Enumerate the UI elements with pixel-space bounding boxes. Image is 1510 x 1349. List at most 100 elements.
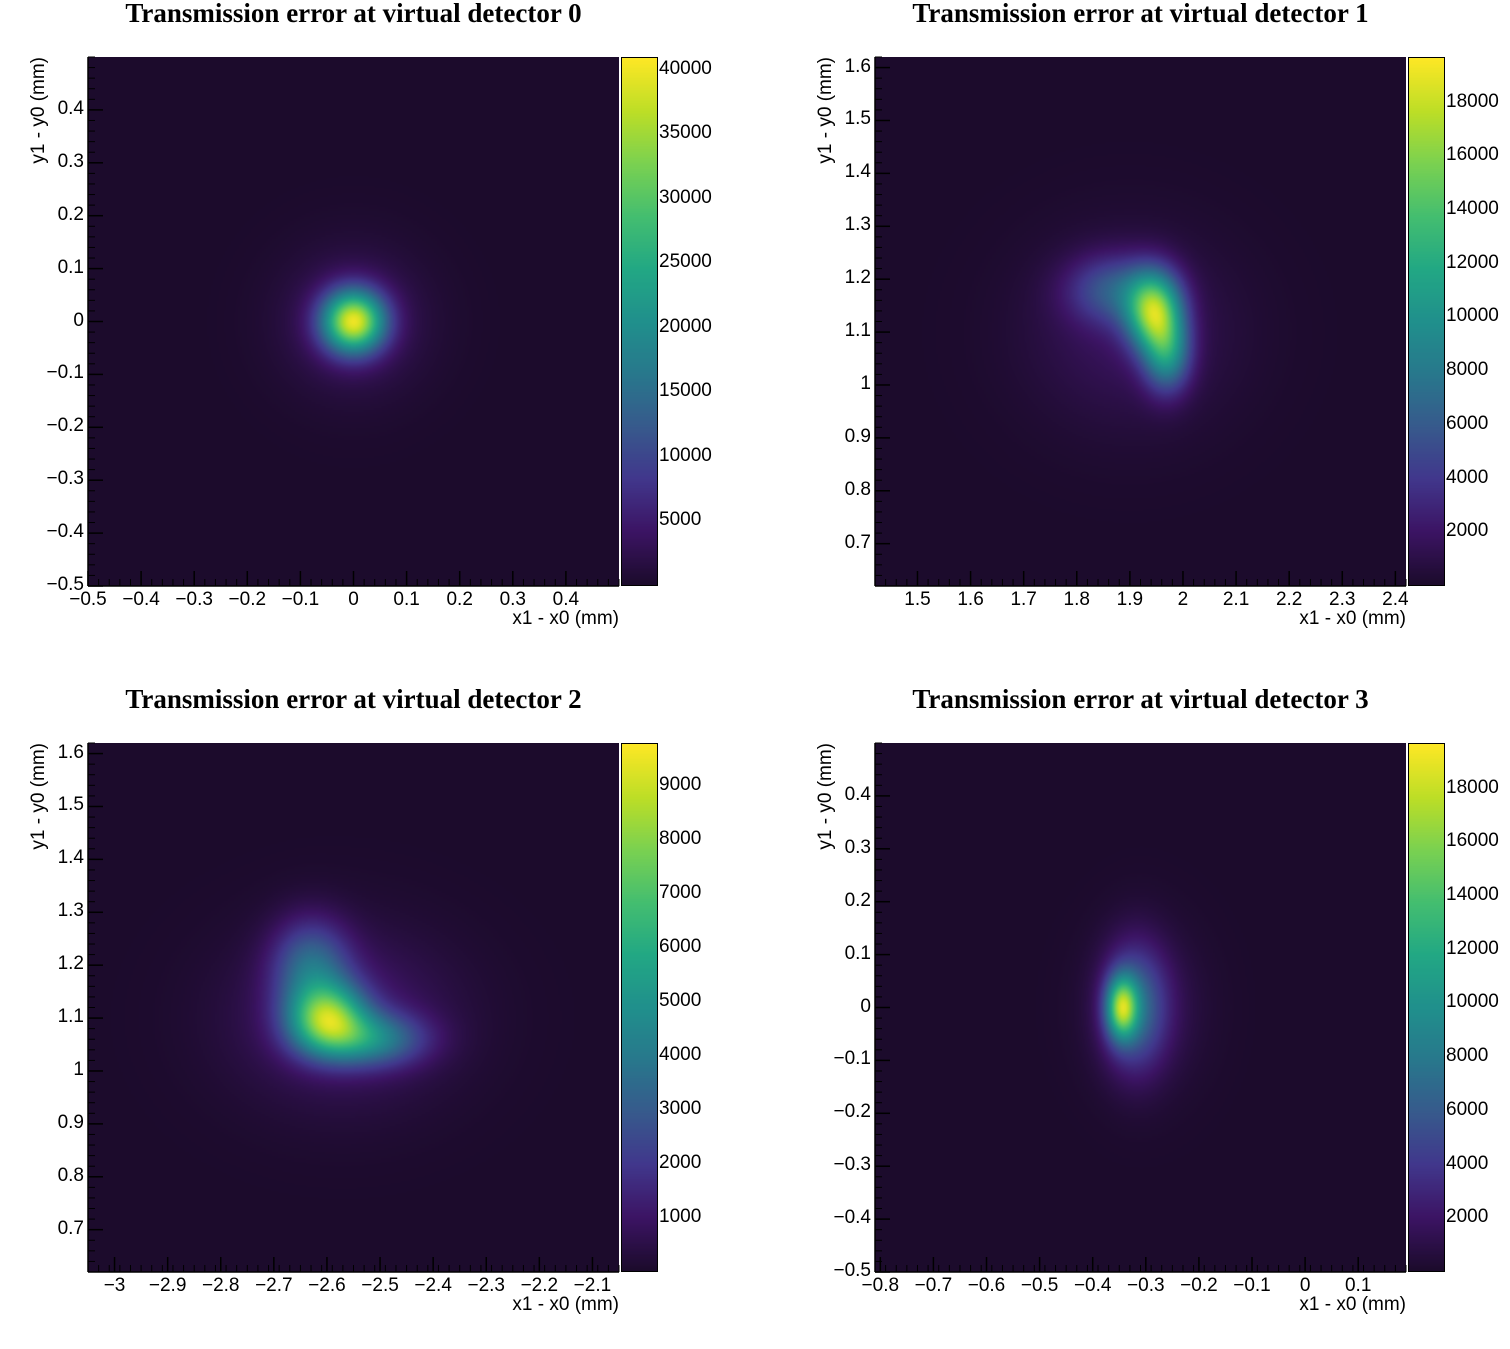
x-axis-title: x1 - x0 (mm) [1299, 608, 1406, 629]
y-tick-label: −0.4 [46, 521, 84, 543]
y-tick-label: −0.1 [46, 362, 84, 384]
heatmap-image [88, 57, 619, 586]
x-tick-label: 0 [1299, 1275, 1311, 1296]
heatmap-image [875, 743, 1406, 1272]
plot-area [88, 743, 619, 1272]
x-tick-label: −0.3 [1127, 1275, 1165, 1296]
y-tick-label: 1.6 [57, 741, 84, 763]
y-tick-label: 1 [73, 1058, 84, 1080]
y-tick-label: −0.4 [833, 1207, 871, 1229]
x-tick-label: −0.2 [228, 589, 267, 610]
x-tick-label: 1.5 [904, 589, 931, 610]
y-axis-title: y1 - y0 (mm) [815, 743, 836, 850]
x-tick-label: −0.4 [122, 589, 160, 610]
colorbar-tick-label: 25000 [659, 251, 712, 273]
color-bar [621, 743, 658, 1272]
colorbar-tick-label: 16000 [1446, 144, 1499, 166]
colorbar-tick-label: 14000 [1446, 884, 1499, 906]
y-tick-label: −0.1 [833, 1048, 871, 1070]
colorbar-tick-label: 9000 [659, 774, 702, 796]
heatmap-image [875, 57, 1406, 586]
y-axis-title: y1 - y0 (mm) [28, 57, 49, 164]
colorbar-tick-label: 6000 [1446, 1098, 1489, 1120]
x-tick-label: 0.1 [1344, 1275, 1372, 1296]
x-tick-label: 0.2 [446, 589, 473, 610]
chart-title: Transmission error at virtual detector 0 [125, 0, 582, 28]
color-bar [1408, 57, 1445, 586]
y-tick-label: 1.5 [844, 108, 871, 130]
x-axis-title: x1 - x0 (mm) [1299, 1294, 1406, 1315]
plot-area [875, 57, 1406, 586]
x-tick-label: 2.1 [1222, 589, 1250, 610]
y-tick-label: 1.1 [844, 320, 871, 342]
colorbar-tick-label: 35000 [659, 122, 712, 144]
y-tick-label: 1.4 [844, 161, 871, 183]
x-tick-label: 1.9 [1116, 589, 1144, 610]
x-tick-label: 0.3 [499, 589, 527, 610]
chart-title: Transmission error at virtual detector 3 [912, 684, 1369, 714]
x-tick-label: 0.4 [552, 589, 580, 610]
x-tick-label: −0.5 [69, 589, 107, 610]
colorbar-tick-label: 1000 [659, 1206, 702, 1228]
colorbar-tick-label: 2000 [659, 1152, 702, 1174]
y-tick-label: 0.7 [844, 531, 871, 553]
y-tick-label: −0.2 [46, 415, 84, 437]
colorbar-tick-label: 10000 [1446, 305, 1499, 327]
colorbar-tick-label: 40000 [659, 57, 712, 79]
y-tick-label: 0.4 [844, 783, 871, 805]
colorbar-tick-label: 12000 [1446, 937, 1499, 959]
y-tick-label: 1.1 [57, 1006, 84, 1028]
x-tick-label: 2 [1177, 589, 1189, 610]
y-tick-label: 0.3 [57, 150, 84, 172]
x-tick-label: −2.4 [414, 1275, 452, 1296]
x-tick-label: −3 [103, 1275, 126, 1296]
x-tick-label: −0.6 [967, 1275, 1006, 1296]
colorbar-tick-label: 30000 [659, 186, 712, 208]
y-tick-label: 0.4 [57, 97, 84, 119]
color-bar [1408, 743, 1445, 1272]
y-tick-label: 1.2 [844, 267, 871, 289]
y-tick-label: 1 [860, 372, 871, 394]
y-tick-label: −0.3 [833, 1154, 871, 1176]
heatmap-panel-2: Transmission error at virtual detector 2… [0, 684, 755, 1349]
x-tick-label: −2.9 [148, 1275, 187, 1296]
plot-area [875, 743, 1406, 1272]
y-tick-label: 0.3 [844, 836, 871, 858]
x-tick-label: −2.8 [201, 1275, 240, 1296]
x-tick-label: −0.7 [914, 1275, 953, 1296]
y-tick-label: 0.8 [57, 1164, 84, 1186]
colorbar-tick-label: 15000 [659, 380, 712, 402]
y-tick-label: 0.8 [844, 478, 871, 500]
heatmap-panel-3: Transmission error at virtual detector 3… [787, 684, 1510, 1349]
colorbar-tick-label: 2000 [1446, 1206, 1489, 1228]
y-tick-label: −0.2 [833, 1101, 871, 1123]
x-tick-label: −0.5 [1020, 1275, 1059, 1296]
x-tick-label: 0 [348, 589, 359, 610]
y-tick-label: 0.1 [57, 256, 84, 278]
color-bar [621, 57, 658, 586]
colorbar-tick-label: 10000 [1446, 991, 1499, 1013]
y-tick-label: −0.5 [46, 574, 84, 595]
colorbar-tick-label: 14000 [1446, 198, 1499, 220]
x-tick-label: −0.1 [1233, 1275, 1271, 1296]
colorbar-tick-label: 12000 [1446, 251, 1499, 273]
colorbar-tick-label: 4000 [1446, 1152, 1489, 1174]
x-tick-label: −0.8 [861, 1275, 900, 1296]
colorbar-tick-label: 16000 [1446, 830, 1499, 852]
colorbar-tick-label: 8000 [659, 828, 702, 850]
x-axis-title: x1 - x0 (mm) [512, 608, 619, 629]
x-tick-label: −0.2 [1180, 1275, 1218, 1296]
heatmap-image [88, 743, 619, 1272]
colorbar-tick-label: 3000 [659, 1098, 702, 1120]
x-tick-label: 0.1 [393, 589, 420, 610]
y-tick-label: 0.9 [844, 425, 871, 447]
x-tick-label: −2.7 [255, 1275, 293, 1296]
y-tick-label: −0.5 [833, 1260, 871, 1281]
y-tick-label: 1.3 [57, 900, 84, 922]
colorbar-tick-label: 4000 [1446, 466, 1489, 488]
y-tick-label: 0.2 [844, 889, 871, 911]
colorbar-tick-label: 5000 [659, 990, 702, 1012]
x-tick-label: −2.1 [573, 1275, 612, 1296]
x-tick-label: −2.6 [308, 1275, 346, 1296]
heatmap-panel-0: Transmission error at virtual detector 0… [0, 0, 755, 663]
